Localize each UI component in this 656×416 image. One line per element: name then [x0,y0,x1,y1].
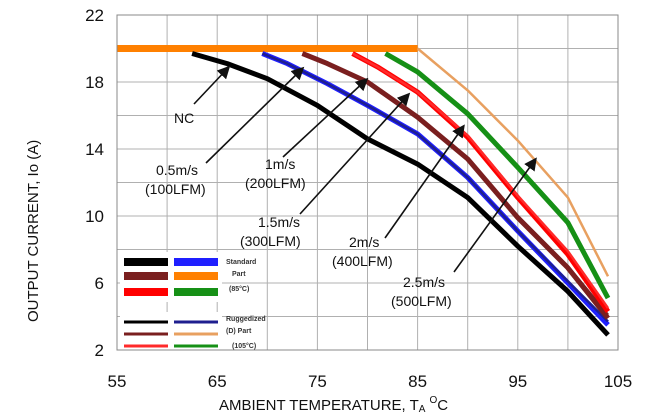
x-axis-label: AMBIENT TEMPERATURE, TAOC [219,395,448,415]
x-tick-label: 95 [508,372,527,391]
legend-swatch-standard-left [124,288,168,296]
annotation-15-lfm: (300LFM) [240,233,301,249]
plot-border [116,14,619,351]
x-axis-label-sub: A [419,404,426,415]
y-tick-label: 18 [85,73,104,92]
annotation-arrow-1 [205,66,305,164]
series-line-v15_rug [351,52,610,309]
legend-standard-line2: Part [232,271,246,278]
x-tick-label: 65 [208,372,227,391]
series-line-v25_rug [416,47,610,277]
x-tick-label: 75 [308,372,327,391]
legend-swatch-standard-right [174,288,218,296]
annotation-arrows [193,65,537,273]
legend-swatch-standard-right [174,272,218,280]
y-tick-label: 2 [95,341,104,360]
x-axis-label-unit: C [437,397,448,414]
legend-standard-line1: Standard [226,259,256,266]
y-tick-label: 6 [95,274,104,293]
x-axis-label-main: AMBIENT TEMPERATURE, T [219,397,419,414]
legend-swatch-rugged-right [174,320,218,324]
y-tick-label: 14 [85,140,104,159]
annotation-1-lfm: (200LFM) [245,175,306,191]
legend-rugged-line3: (105°C) [232,342,256,350]
series-line-v2_rug [384,52,610,297]
legend-swatch-rugged-left [124,332,168,336]
legend-swatch-standard-right [174,258,218,266]
annotation-05-lfm: (100LFM) [145,181,206,197]
series-line-v1_rug [301,52,609,316]
annotation-2-speed: 2m/s [349,234,379,250]
annotation-05-speed: 0.5m/s [156,162,198,178]
annotation-2-lfm: (400LFM) [332,253,393,269]
annotation-25-lfm: (500LFM) [391,293,452,309]
x-tick-label: 55 [108,372,127,391]
series-group [117,45,611,337]
annotation-arrow-3 [299,92,411,215]
legend-swatch-rugged-left [124,344,168,348]
y-axis-label: OUTPUT CURRENT, Io (A) [25,140,42,322]
legend-swatch-standard-left [124,258,168,266]
annotation-15-speed: 1.5m/s [258,214,300,230]
legend-swatch-rugged-right [174,332,218,336]
annotation-arrow-0 [193,65,231,105]
x-tick-label: 85 [408,372,427,391]
legend-swatch-rugged-right [174,344,218,348]
tick-labels: 55 65 75 85 95 105 2 6 10 14 18 22 [85,6,632,391]
legend-swatches [124,258,218,348]
annotations: NC 0.5m/s (100LFM) 1m/s (200LFM) 1.5m/s … [145,110,452,309]
legend: Standard Part (85°C) Ruggedized (D) Part… [120,252,266,352]
annotation-1-speed: 1m/s [265,156,295,172]
legend-standard-line3: (85°C) [229,285,249,293]
annotation-arrow-5 [453,157,537,273]
x-tick-label: 105 [604,372,632,391]
y-tick-label: 22 [85,6,104,25]
legend-swatch-standard-left [124,272,168,280]
series-line-nc [191,51,610,337]
y-tick-label: 10 [85,207,104,226]
legend-swatch-rugged-left [124,320,168,324]
annotation-arrow-2 [282,77,369,158]
annotation-arrow-4 [384,124,465,239]
legend-rugged-line2: (D) Part [226,328,252,335]
annotation-nc: NC [174,110,194,126]
x-axis-label-sup: O [429,395,437,406]
annotation-25-speed: 2.5m/s [403,274,445,290]
legend-rugged-line1: Ruggedized [226,316,266,323]
